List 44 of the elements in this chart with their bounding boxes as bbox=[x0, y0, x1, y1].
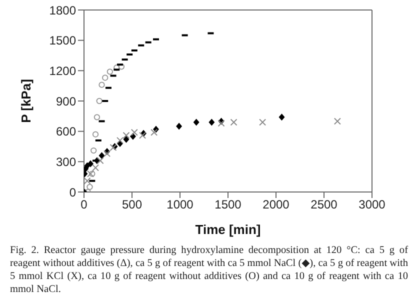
x-tick-label: 0 bbox=[80, 198, 88, 212]
x-tick-label: 2500 bbox=[310, 198, 338, 212]
x-axis-title: Time [min] bbox=[195, 222, 261, 237]
point bbox=[150, 128, 158, 136]
point bbox=[193, 118, 200, 126]
y-tick-label: 300 bbox=[56, 154, 76, 169]
y-tick-label: 0 bbox=[69, 185, 76, 200]
y-axis-title: P [kPa] bbox=[18, 79, 34, 123]
caption: Fig. 2. Reactor gauge pressure during hydroxylamine decomposition at 120 °C: ca 5 g of reagent without additives (Δ), ca 5 g of reagent with ca 5 mmol NaCl (◆), ca 5 g of reagent with 5 mmol KCl (X), ca 10 g of reagent without additives (O) and ca 10 g of reagent with ca 10 mmol NaCl. bbox=[10, 244, 408, 296]
point bbox=[92, 164, 100, 172]
point bbox=[334, 118, 341, 125]
point bbox=[130, 132, 136, 140]
point bbox=[176, 122, 182, 130]
y-tick-label: 1800 bbox=[49, 3, 76, 18]
point bbox=[94, 114, 100, 120]
point bbox=[86, 184, 93, 190]
point bbox=[96, 98, 102, 104]
point bbox=[106, 68, 114, 75]
x-tick-label: 2000 bbox=[262, 198, 290, 212]
y-tick-label: 900 bbox=[56, 94, 76, 108]
point bbox=[98, 82, 105, 88]
x-tick-label: 3000 bbox=[358, 198, 386, 212]
point bbox=[122, 132, 130, 139]
y-tick-label: 1500 bbox=[49, 34, 76, 48]
point bbox=[230, 118, 238, 126]
y-tick-label: 1200 bbox=[49, 64, 76, 78]
point bbox=[96, 157, 104, 164]
point bbox=[130, 128, 138, 136]
point bbox=[118, 64, 125, 70]
point bbox=[102, 74, 108, 81]
point bbox=[84, 177, 91, 184]
x-tick-label: 500 bbox=[122, 198, 142, 212]
point bbox=[123, 136, 130, 143]
x-tick-label: 1000 bbox=[166, 198, 194, 212]
point bbox=[98, 152, 105, 160]
point bbox=[116, 136, 124, 144]
y-tick-label: 600 bbox=[56, 124, 76, 139]
point bbox=[278, 114, 285, 121]
point bbox=[88, 160, 94, 168]
point bbox=[208, 118, 215, 126]
point bbox=[90, 147, 97, 154]
point bbox=[259, 118, 266, 126]
x-tick-label: 1500 bbox=[214, 198, 242, 212]
point bbox=[92, 131, 99, 138]
